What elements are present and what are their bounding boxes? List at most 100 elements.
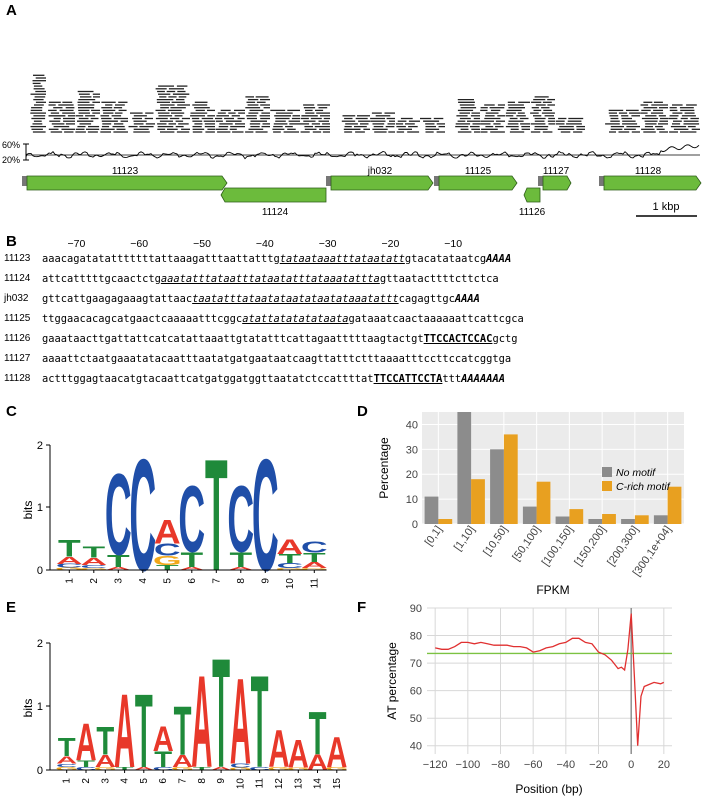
chart-f-ytick: 70 <box>410 658 422 670</box>
logo-c-letter-g: G <box>79 568 108 571</box>
gene-end-marker <box>434 176 439 186</box>
logo-e-letter-c: C <box>56 763 77 768</box>
sequence-line: gttcattgaagagaaagtattaactaatatttataatata… <box>42 293 480 305</box>
chart-d-bar-c-rich <box>667 486 682 524</box>
logo-c-ytick-2: 2 <box>37 440 43 452</box>
sequence-line: actttggagtaacatgtacaattcatgatggatggttaat… <box>42 373 505 385</box>
position-tick: −50 <box>193 238 211 250</box>
logo-c-letter-c: C <box>178 467 205 572</box>
logo-e-letter-t: T <box>135 673 153 790</box>
chart-f-xtick: −120 <box>423 759 448 771</box>
chart-d-ytick: 40 <box>406 419 418 431</box>
logo-c-letter-a: A <box>178 566 205 571</box>
chart-f-plot-area <box>427 608 672 754</box>
logo-e-letter-a: A <box>133 766 154 771</box>
chart-f-ylabel: AT percentage <box>385 642 399 720</box>
logo-e-letter-a: A <box>153 720 174 759</box>
sequence-line: ttggaacacagcatgaactcaaaaatttcggcatattata… <box>42 313 524 325</box>
sequence-line: aaacagatatatttttttattaaagatttaattatttgta… <box>42 253 511 265</box>
logo-e-letter-g: G <box>94 766 117 771</box>
logo-c-letter-a: A <box>56 554 83 566</box>
panel-a-genome-view: 60% 20% 11123 11124 jh032 11125 11126 11… <box>2 74 702 218</box>
legend-swatch-c-rich <box>602 481 612 491</box>
logo-e-ytick-1: 1 <box>37 701 43 713</box>
sequence-line: attcatttttgcaactctgaaatatttataatttataata… <box>42 273 499 285</box>
c-rich-motif: TTCCATTCCTA <box>373 373 443 385</box>
chart-d-xtick: [200,300] <box>605 524 641 568</box>
chart-d-legend: No motif C-rich motif <box>602 467 671 493</box>
sequence-text: aaaattctaatgaaatatacaatttaatatgatgaataat… <box>42 353 512 365</box>
legend-swatch-no-motif <box>602 467 612 477</box>
logo-e-position-label: 13 <box>293 778 304 790</box>
logo-e-letter-a: A <box>288 733 309 776</box>
logo-e-letter-t: T <box>96 720 114 763</box>
logo-c-letter-t: T <box>303 550 326 564</box>
chart-d-ylabel: Percentage <box>377 437 391 499</box>
panel-label-e: E <box>6 599 17 616</box>
chart-d-bar-no-motif <box>588 519 603 524</box>
chart-f-ytick: 80 <box>410 631 422 643</box>
logo-c-letter-t: T <box>229 548 252 571</box>
logo-e-position-label: 8 <box>197 778 208 784</box>
panel-label-b: B <box>6 233 17 250</box>
logo-c-letter-g: G <box>153 553 182 567</box>
logo-c-letter-c: C <box>301 539 328 556</box>
gene-11123 <box>26 175 228 191</box>
logo-c-letter-a: A <box>301 560 328 570</box>
logo-c-position-label: 1 <box>64 578 75 584</box>
logo-c-xaxis: 1 2 3 4 5 6 7 8 9 10 11 <box>49 569 327 590</box>
sequence-text: gctg <box>492 333 518 345</box>
logo-e-letter-a: A <box>75 715 96 773</box>
chart-d-xtick: [1,10] <box>452 524 478 553</box>
logo-c-position-label: 2 <box>89 578 100 584</box>
position-tick: −40 <box>255 238 274 250</box>
gene-label-11126: 11126 <box>519 207 546 218</box>
gene-end-marker <box>326 176 331 186</box>
logo-c-letter-c: C <box>56 563 83 569</box>
logo-c-position-label: 10 <box>285 578 296 590</box>
logo-c-position-label: 7 <box>211 578 222 584</box>
logo-c-ylabel: bits <box>21 501 35 520</box>
chart-d-ytick: 30 <box>406 444 418 456</box>
position-tick: −60 <box>130 238 149 250</box>
tata-box: tataataaatttataatatt <box>279 253 405 265</box>
gene-end-marker <box>538 176 543 186</box>
logo-c-letter-g: G <box>275 568 304 571</box>
sequence-text: aaacagatatatttttttattaaagatttaattatttg <box>42 253 280 265</box>
gc-track: 60% 20% <box>2 140 700 165</box>
logo-e-ytick-0: 0 <box>37 765 43 777</box>
logo-e-letter-c: C <box>153 766 174 771</box>
gene-label-11123: 11123 <box>112 166 139 177</box>
poly-a-tail: AAAAAAA <box>461 373 505 385</box>
logo-c-letter-t: T <box>82 544 105 561</box>
logo-e-position-label: 14 <box>313 778 324 790</box>
gene-jh032 <box>330 175 434 191</box>
poly-a-tail: AAAA <box>486 253 512 265</box>
gc-tick-60: 60% <box>2 140 20 150</box>
logo-c-letter-c: C <box>80 564 107 569</box>
logo-e-letter-g: G <box>229 767 252 771</box>
sequence-text: attcatttttgcaactctg <box>42 273 161 285</box>
c-rich-motif: TTCCACTCCAC <box>423 333 493 345</box>
logo-e-letter-t: T <box>116 766 134 771</box>
chart-d-xtick: [50,100] <box>510 524 543 563</box>
panel-label-c: C <box>6 403 17 420</box>
tata-box: atattatatatataata <box>242 313 349 325</box>
gene-label-11125: 11125 <box>465 166 492 177</box>
gene-label-11124: 11124 <box>262 207 289 218</box>
logo-e-position-label: 9 <box>216 778 227 784</box>
tata-box: taatatttataatataatataatataaatattt <box>192 293 399 305</box>
chart-d-xtick: [0,1] <box>423 524 445 548</box>
logo-c-letter-t: T <box>58 535 81 562</box>
logo-e-letter-t: T <box>193 766 211 771</box>
chart-d-bar-no-motif <box>490 449 504 524</box>
logo-e-letter-g: G <box>171 766 194 771</box>
gene-end-marker <box>22 176 27 186</box>
logo-c-ytick-0: 0 <box>37 565 43 577</box>
logo-e-letter-c: C <box>75 766 96 771</box>
chart-d-bar-c-rich <box>602 514 616 524</box>
panel-label-a: A <box>6 2 17 19</box>
logo-c-letter-t: T <box>205 425 228 595</box>
